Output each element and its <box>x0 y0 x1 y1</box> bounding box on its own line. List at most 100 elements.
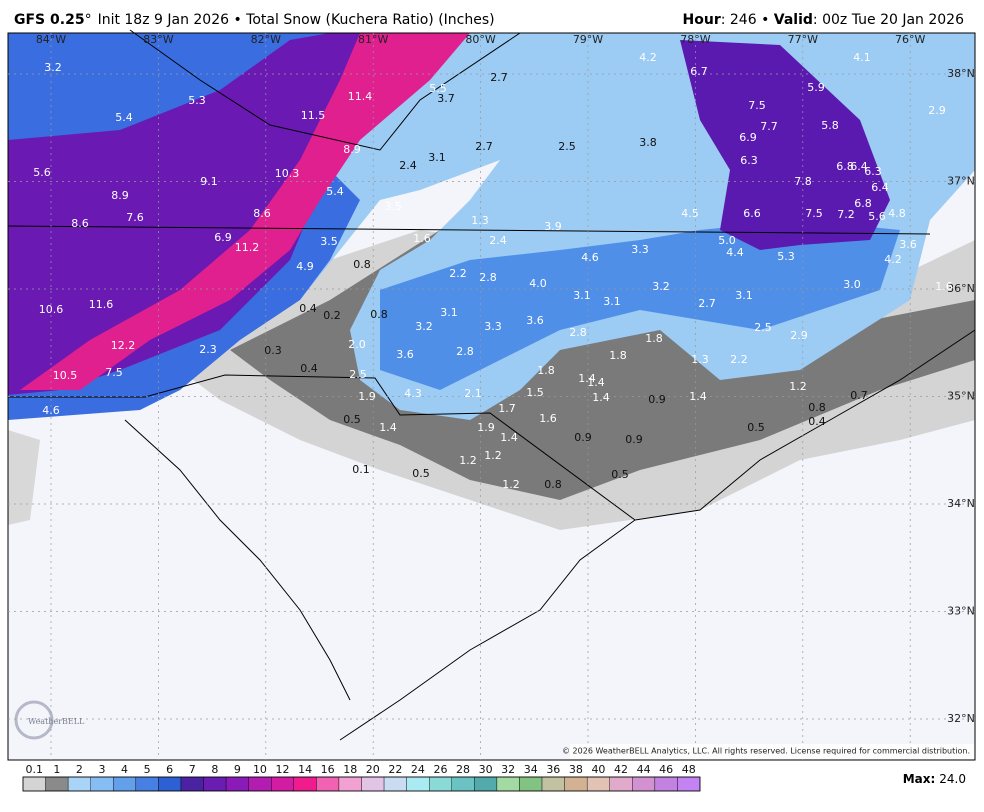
snow-total-label: 3.6 <box>899 238 917 251</box>
snow-total-label: 3.5 <box>320 235 338 248</box>
header-part: Hour <box>683 12 721 28</box>
snow-total-label: 3.7 <box>437 92 455 105</box>
colorbar-label: 9 <box>234 763 241 776</box>
snow-total-label: 2.5 <box>754 321 772 334</box>
snow-total-label: 2.5 <box>558 140 576 153</box>
colorbar-label: 2 <box>76 763 83 776</box>
longitude-label: 83°W <box>143 33 173 46</box>
colorbar-cell <box>293 776 317 792</box>
colorbar-cell <box>361 776 385 792</box>
longitude-label: 81°W <box>358 33 388 46</box>
copyright-bg <box>570 744 974 759</box>
colorbar-cell <box>541 776 565 792</box>
snow-total-label: 4.6 <box>581 251 599 264</box>
longitude-label: 79°W <box>573 33 603 46</box>
colorbar-label: 22 <box>388 763 402 776</box>
snow-total-label: 0.5 <box>412 467 430 480</box>
latitude-label: 33°N <box>947 605 975 618</box>
snow-total-label: 3.5 <box>384 200 402 213</box>
snow-total-label: 8.6 <box>253 207 271 220</box>
snow-total-label: 2.1 <box>464 387 482 400</box>
snow-total-label: 1.8 <box>537 364 555 377</box>
colorbar-label: 20 <box>366 763 380 776</box>
snow-total-label: 6.4 <box>871 181 889 194</box>
snow-total-label: 11.4 <box>348 90 373 103</box>
snow-total-label: 6.9 <box>739 131 757 144</box>
snow-total-label: 2.3 <box>199 343 217 356</box>
longitude-label: 84°W <box>36 33 66 46</box>
colorbar-label: 32 <box>501 763 515 776</box>
colorbar-cell <box>271 776 295 792</box>
snow-total-label: 1.4 <box>689 390 707 403</box>
snow-total-label: 0.5 <box>611 468 629 481</box>
colorbar-label: 40 <box>591 763 605 776</box>
snow-total-label: 0.8 <box>370 308 388 321</box>
snow-total-label: 3.1 <box>573 289 591 302</box>
snow-total-label: 10.6 <box>39 303 64 316</box>
logo-mark <box>14 700 54 740</box>
latitude-label: 34°N <box>947 497 975 510</box>
header-part: Valid <box>774 12 813 28</box>
snow-total-label: 2.5 <box>349 368 367 381</box>
colorbar-label: 24 <box>411 763 425 776</box>
latitude-label: 38°N <box>947 67 975 80</box>
header-left: GFS 0.25° Init 18z 9 Jan 2026 • Total Sno… <box>14 12 495 28</box>
snow-total-label: 1.3 <box>471 214 489 227</box>
snow-total-label: 6.8 <box>836 160 854 173</box>
snow-total-label: 6.3 <box>864 165 882 178</box>
snow-total-label: 2.4 <box>399 159 417 172</box>
snow-total-label: 3.1 <box>603 295 621 308</box>
snow-total-label: 1.5 <box>526 386 544 399</box>
state-border <box>129 29 521 151</box>
colorbar-cell <box>677 776 701 792</box>
snow-total-label: 1.4 <box>379 421 397 434</box>
snow-total-label: 3.3 <box>484 320 502 333</box>
snow-total-label: 0.4 <box>299 302 317 315</box>
colorbar-label: 44 <box>637 763 651 776</box>
colorbar-label: 1 <box>53 763 60 776</box>
colorbar-cell <box>180 776 204 792</box>
latitude-label: 32°N <box>947 712 975 725</box>
snow-total-label: 1.6 <box>413 232 431 245</box>
snow-total-label: 7.6 <box>126 211 144 224</box>
snow-total-label: 1.7 <box>498 402 516 415</box>
header-part: : 246 • <box>721 12 774 28</box>
snow-total-label: 2.7 <box>475 140 493 153</box>
coastline <box>634 329 976 521</box>
snow-total-label: 2.2 <box>449 267 467 280</box>
snow-total-label: 1.4 <box>578 372 596 385</box>
header-part: GFS 0.25 <box>14 12 85 28</box>
colorbar-cell <box>135 776 159 792</box>
snow-total-label: 1.2 <box>502 478 520 491</box>
snow-total-label: 7.5 <box>105 366 123 379</box>
snow-total-label: 5.4 <box>115 111 133 124</box>
snow-total-label: 1.8 <box>609 349 627 362</box>
colorbar-label: 46 <box>659 763 673 776</box>
snow-total-label: 8.9 <box>343 143 361 156</box>
snow-total-label: 8.6 <box>71 217 89 230</box>
snow-total-label: 4.4 <box>726 246 744 259</box>
colorbar-cell <box>586 776 610 792</box>
snow-total-label: 2.7 <box>490 71 508 84</box>
purple-area <box>8 33 380 395</box>
snow-total-label: 4.0 <box>529 277 547 290</box>
colorbar-label: 5 <box>144 763 151 776</box>
snow-total-label: 6.6 <box>743 207 761 220</box>
snow-total-label: 0.4 <box>300 362 318 375</box>
snow-total-label: 10.3 <box>275 167 300 180</box>
colorbar-label: 48 <box>682 763 696 776</box>
longitude-label: 80°W <box>465 33 495 46</box>
colorbar-label: 36 <box>546 763 560 776</box>
snow-total-label: 1.4 <box>592 391 610 404</box>
header-part: Init 18z 9 Jan 2026 • Total Snow (Kucher… <box>98 12 495 28</box>
snow-total-label: 0.2 <box>323 309 341 322</box>
snow-total-label: 4.8 <box>888 207 906 220</box>
snow-total-label: 0.9 <box>648 393 666 406</box>
gray-area <box>8 430 40 525</box>
latitude-label: 35°N <box>947 390 975 403</box>
colorbar-label: 16 <box>321 763 335 776</box>
colorbar-cell <box>383 776 407 792</box>
snow-total-label: 1.3 <box>691 353 709 366</box>
colorbar-cell <box>22 776 46 792</box>
